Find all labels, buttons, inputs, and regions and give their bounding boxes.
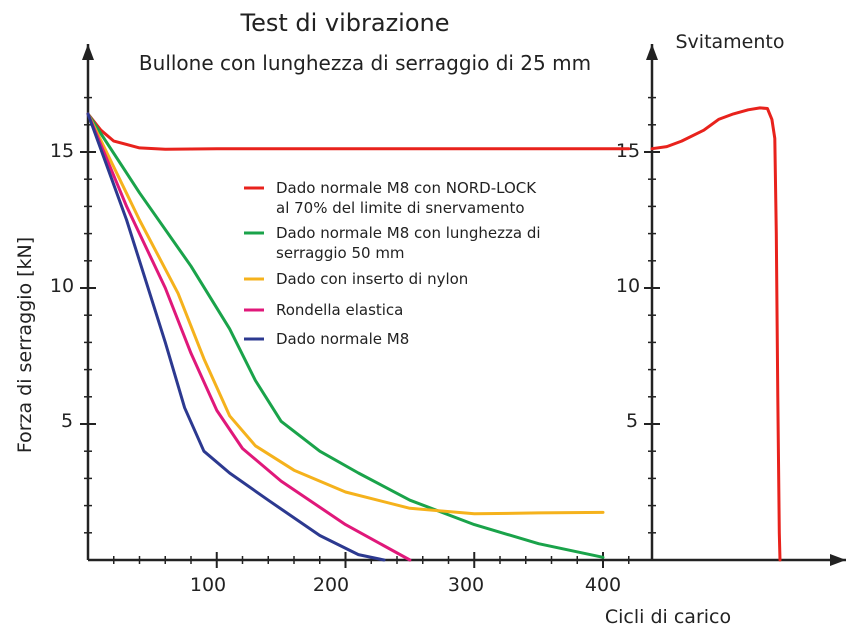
- right-y-ticks: [644, 96, 660, 534]
- y-axis-label: Forza di serraggio [kN]: [14, 237, 36, 453]
- x-tick-label-100: 100: [190, 574, 226, 596]
- right-y-tick-label-15: 15: [616, 140, 640, 162]
- x-axis-label: Cicli di carico: [605, 606, 731, 628]
- series-line-nord-lock: [86, 112, 631, 151]
- series-line-rondella: [86, 112, 412, 562]
- series-line-svitamento: [650, 106, 782, 562]
- legend-label-50mm-line2: serraggio 50 mm: [276, 244, 405, 262]
- series-line-dado-normale: [86, 112, 386, 562]
- legend: Dado normale M8 con NORD-LOCK al 70% del…: [244, 179, 545, 348]
- legend-label-nord-lock-line2: al 70% del limite di snervamento: [276, 199, 525, 217]
- series-line-50mm: [86, 112, 605, 559]
- legend-label-50mm: Dado normale M8 con lunghezza di serragg…: [276, 224, 545, 262]
- series-line-nylon: [86, 112, 605, 516]
- y-tick-label-5: 5: [61, 410, 73, 432]
- legend-label-nylon: Dado con inserto di nylon: [276, 270, 468, 288]
- left-y-ticks: [80, 96, 96, 534]
- x-tick-label-300: 300: [448, 574, 484, 596]
- legend-label-rondella: Rondella elastica: [276, 301, 403, 319]
- legend-label-nord-lock: Dado normale M8 con NORD-LOCK al 70% del…: [276, 179, 541, 217]
- x-ticks: [113, 552, 630, 568]
- right-y-tick-label-10: 10: [616, 275, 640, 297]
- y-tick-label-10: 10: [50, 275, 74, 297]
- legend-label-nord-lock-line1: Dado normale M8 con NORD-LOCK: [276, 179, 537, 197]
- x-tick-label-400: 400: [585, 574, 621, 596]
- chart-subtitle: Bullone con lunghezza di serraggio di 25…: [139, 51, 591, 75]
- chart-title: Test di vibrazione: [239, 9, 449, 37]
- legend-label-dado-normale: Dado normale M8: [276, 330, 409, 348]
- right-y-tick-label-5: 5: [626, 410, 638, 432]
- legend-label-50mm-line1: Dado normale M8 con lunghezza di: [276, 224, 541, 242]
- x-tick-label-200: 200: [313, 574, 349, 596]
- y-tick-label-15: 15: [50, 140, 74, 162]
- right-panel-title: Svitamento: [676, 31, 785, 53]
